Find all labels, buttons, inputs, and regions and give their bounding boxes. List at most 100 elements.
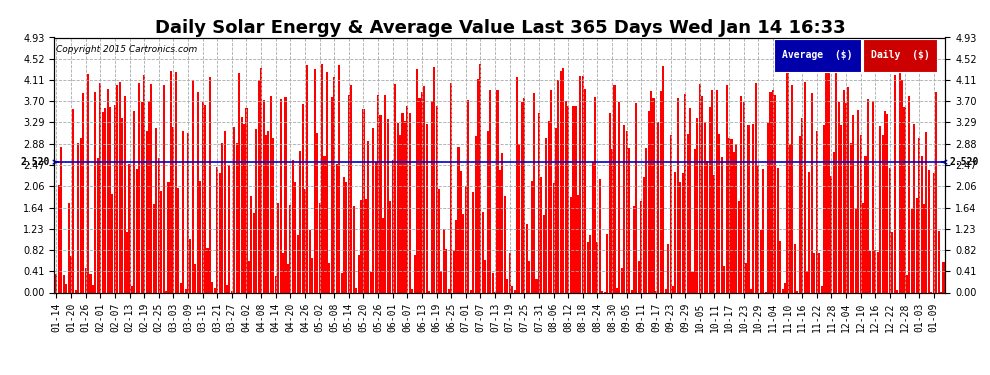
Bar [572,106,574,292]
Bar [726,85,728,292]
Bar [236,143,238,292]
Bar [836,70,838,292]
Bar [747,125,749,292]
Bar [197,92,199,292]
Bar [742,102,744,292]
Bar [791,85,793,292]
Bar [469,290,472,292]
Bar [674,172,676,292]
Bar [796,291,798,292]
Bar [234,127,236,292]
Bar [243,124,246,292]
Bar [799,136,801,292]
Bar [347,96,349,292]
Bar [343,177,345,292]
Bar [294,182,296,292]
Bar [109,107,111,292]
Bar [129,164,131,292]
Bar [350,85,352,292]
Bar [906,275,908,292]
Bar [849,144,852,292]
Bar [299,152,301,292]
Bar [265,135,267,292]
Bar [421,92,423,292]
Bar [409,113,411,292]
Bar [492,273,494,292]
Bar [759,230,761,292]
Bar [150,84,152,292]
Bar [177,188,179,292]
Bar [769,92,771,292]
Bar [241,117,243,292]
Bar [879,126,881,292]
Bar [567,106,569,292]
Bar [99,83,101,292]
Title: Daily Solar Energy & Average Value Last 365 Days Wed Jan 14 16:33: Daily Solar Energy & Average Value Last … [154,20,845,38]
Bar [942,261,944,292]
Bar [297,235,299,292]
Bar [194,264,196,292]
Bar [728,138,730,292]
Bar [419,98,421,292]
Bar [833,152,835,292]
Bar [921,156,923,292]
Bar [750,290,752,292]
Bar [662,66,664,292]
Bar [719,134,721,292]
Bar [67,203,69,292]
Bar [394,84,396,292]
Bar [175,72,177,292]
Bar [252,213,254,292]
Bar [804,82,806,292]
Bar [309,230,311,292]
Bar [487,131,489,292]
Bar [334,77,336,292]
Bar [392,160,394,292]
Bar [699,84,701,292]
Bar [706,161,708,292]
Text: 2.520: 2.520 [21,157,50,167]
Bar [289,205,291,292]
Bar [845,103,847,292]
Bar [582,76,584,292]
Bar [779,241,781,292]
Bar [329,263,331,292]
Bar [152,204,154,292]
Bar [543,215,545,292]
Bar [591,162,594,292]
Bar [691,272,694,292]
Bar [77,142,79,292]
Bar [806,271,808,292]
Bar [287,264,289,292]
Bar [641,201,643,292]
Bar [516,78,518,292]
Bar [311,258,313,292]
Bar [80,138,82,292]
Bar [701,96,703,292]
Bar [528,261,531,292]
Bar [501,153,504,292]
Bar [282,253,284,292]
Bar [284,97,286,292]
Bar [733,152,735,292]
Bar [365,200,367,292]
Bar [721,157,723,292]
Text: Copyright 2015 Cartronics.com: Copyright 2015 Cartronics.com [56,45,197,54]
Bar [382,218,384,292]
Bar [446,249,447,292]
Bar [589,234,591,292]
Bar [70,256,72,292]
Bar [557,80,559,292]
Bar [521,102,523,292]
Bar [509,253,511,292]
Bar [187,132,189,292]
Bar [901,80,903,292]
Bar [864,156,866,292]
Bar [574,106,576,292]
Bar [541,177,543,292]
Bar [146,131,148,292]
Bar [555,128,557,292]
Bar [62,275,64,292]
Bar [179,283,182,292]
Bar [647,111,649,292]
